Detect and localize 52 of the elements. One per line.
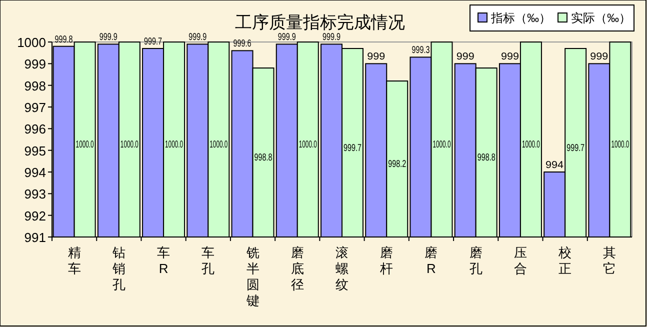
y-tick-label: 1000 xyxy=(17,35,46,50)
data-label: 998.8 xyxy=(477,152,502,164)
legend-label: 实际（‰） xyxy=(571,11,631,25)
data-label: 999.9 xyxy=(322,32,348,44)
data-label: 999.9 xyxy=(278,32,303,44)
x-tick-label: 磨R xyxy=(424,245,438,276)
data-label: 999.9 xyxy=(188,32,214,44)
data-label: 999.7 xyxy=(566,142,592,154)
data-label: 999 xyxy=(367,52,386,63)
data-label: 998.2 xyxy=(388,159,414,170)
data-label: 1000.0 xyxy=(298,140,330,150)
data-label: 999 xyxy=(456,52,475,63)
data-label: 1000.0 xyxy=(432,140,464,150)
data-label: 999.9 xyxy=(99,32,124,44)
chart-title: 工序质量指标完成情况 xyxy=(235,13,405,32)
data-label: 1000.0 xyxy=(210,140,240,150)
data-label: 999.7 xyxy=(144,36,170,48)
data-label: 999 xyxy=(590,52,609,63)
x-tick-label: 精车 xyxy=(68,245,81,276)
data-label: 999.6 xyxy=(233,38,258,50)
data-label: 1000.0 xyxy=(76,140,106,150)
y-tick-label: 995 xyxy=(24,143,46,158)
data-label: 1000.0 xyxy=(522,140,553,150)
y-tick-label: 992 xyxy=(24,208,46,224)
x-tick-label: 车孔 xyxy=(202,245,215,276)
data-label: 1000.0 xyxy=(120,140,152,150)
data-label: 999.3 xyxy=(412,45,437,56)
data-label: 1000.0 xyxy=(611,140,642,150)
x-tick-label: 其它 xyxy=(603,245,616,276)
data-label: 994 xyxy=(546,160,564,171)
data-label: 999 xyxy=(500,52,520,63)
x-tick-label: 校正 xyxy=(558,245,572,276)
x-tick-label: 车R xyxy=(157,245,170,276)
x-tick-label: 钻销孔 xyxy=(111,245,126,292)
y-tick-label: 993 xyxy=(24,186,46,202)
legend-label: 指标（‰） xyxy=(490,11,551,25)
y-tick-label: 997 xyxy=(24,100,46,115)
x-tick-label: 压合 xyxy=(514,245,527,276)
x-tick-label: 磨孔 xyxy=(469,245,482,276)
x-tick-label: 滚螺纹 xyxy=(336,245,348,292)
y-tick-label: 999 xyxy=(24,56,46,72)
y-tick-label: 998 xyxy=(24,78,46,94)
x-tick-label: 铣半圆键 xyxy=(245,245,260,308)
x-tick-label: 磨杆 xyxy=(379,245,394,276)
y-tick-label: 991 xyxy=(24,230,46,245)
data-label: 998.8 xyxy=(254,152,280,164)
data-label: 1000.0 xyxy=(165,140,196,150)
y-tick-label: 996 xyxy=(24,122,46,137)
x-tick-label: 磨底径 xyxy=(290,245,304,292)
data-label: 999.7 xyxy=(344,142,369,154)
y-tick-label: 994 xyxy=(24,165,46,180)
data-label: 999.8 xyxy=(54,34,80,46)
